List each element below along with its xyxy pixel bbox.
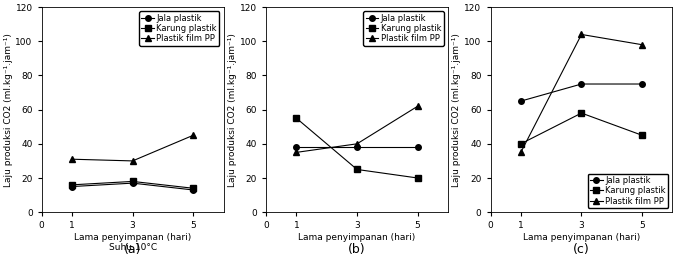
Karung plastik: [128, 180, 137, 183]
Jala plastik: [638, 82, 646, 86]
Line: Jala plastik: Jala plastik: [293, 144, 420, 150]
Jala plastik: [128, 182, 137, 185]
Y-axis label: Laju produksi CO2 (ml.kg⁻¹.jam⁻¹): Laju produksi CO2 (ml.kg⁻¹.jam⁻¹): [452, 33, 462, 187]
Line: Karung plastik: Karung plastik: [293, 115, 420, 181]
Jala plastik: [414, 146, 422, 149]
Plastik film PP: [516, 151, 525, 154]
Karung plastik: [516, 142, 525, 145]
Karung plastik: [638, 134, 646, 137]
Jala plastik: [68, 185, 76, 188]
Line: Karung plastik: Karung plastik: [69, 179, 196, 191]
Legend: Jala plastik, Karung plastik, Plastik film PP: Jala plastik, Karung plastik, Plastik fi…: [587, 174, 668, 208]
X-axis label: Lama penyimpanan (hari): Lama penyimpanan (hari): [298, 233, 416, 242]
Line: Jala plastik: Jala plastik: [518, 81, 645, 104]
Plastik film PP: [292, 151, 300, 154]
Line: Jala plastik: Jala plastik: [69, 180, 196, 193]
Karung plastik: [414, 176, 422, 179]
Plastik film PP: [638, 43, 646, 46]
Karung plastik: [68, 183, 76, 186]
Plastik film PP: [577, 33, 585, 36]
Line: Plastik film PP: Plastik film PP: [293, 103, 420, 155]
Jala plastik: [292, 146, 300, 149]
Text: (b): (b): [348, 243, 366, 256]
Plastik film PP: [128, 159, 137, 163]
Plastik film PP: [353, 142, 361, 145]
Text: (a): (a): [124, 243, 141, 256]
Karung plastik: [577, 112, 585, 115]
Jala plastik: [189, 188, 197, 191]
Line: Karung plastik: Karung plastik: [518, 110, 645, 147]
Text: (c): (c): [573, 243, 590, 256]
Legend: Jala plastik, Karung plastik, Plastik film PP: Jala plastik, Karung plastik, Plastik fi…: [139, 11, 219, 46]
Plastik film PP: [189, 134, 197, 137]
X-axis label: Lama penyimpanan (hari)
Suhu 10°C: Lama penyimpanan (hari) Suhu 10°C: [74, 233, 191, 252]
Plastik film PP: [414, 105, 422, 108]
Line: Plastik film PP: Plastik film PP: [69, 133, 196, 164]
Plastik film PP: [68, 158, 76, 161]
Jala plastik: [516, 100, 525, 103]
Jala plastik: [353, 146, 361, 149]
Karung plastik: [353, 168, 361, 171]
X-axis label: Lama penyimpanan (hari): Lama penyimpanan (hari): [523, 233, 640, 242]
Y-axis label: Laju produksi CO2 (ml.kg⁻¹.jam⁻¹): Laju produksi CO2 (ml.kg⁻¹.jam⁻¹): [3, 33, 13, 187]
Legend: Jala plastik, Karung plastik, Plastik film PP: Jala plastik, Karung plastik, Plastik fi…: [363, 11, 443, 46]
Y-axis label: Laju produksi CO2 (ml.kg⁻¹.jam⁻¹): Laju produksi CO2 (ml.kg⁻¹.jam⁻¹): [228, 33, 237, 187]
Karung plastik: [189, 187, 197, 190]
Jala plastik: [577, 82, 585, 86]
Karung plastik: [292, 117, 300, 120]
Line: Plastik film PP: Plastik film PP: [518, 32, 645, 155]
